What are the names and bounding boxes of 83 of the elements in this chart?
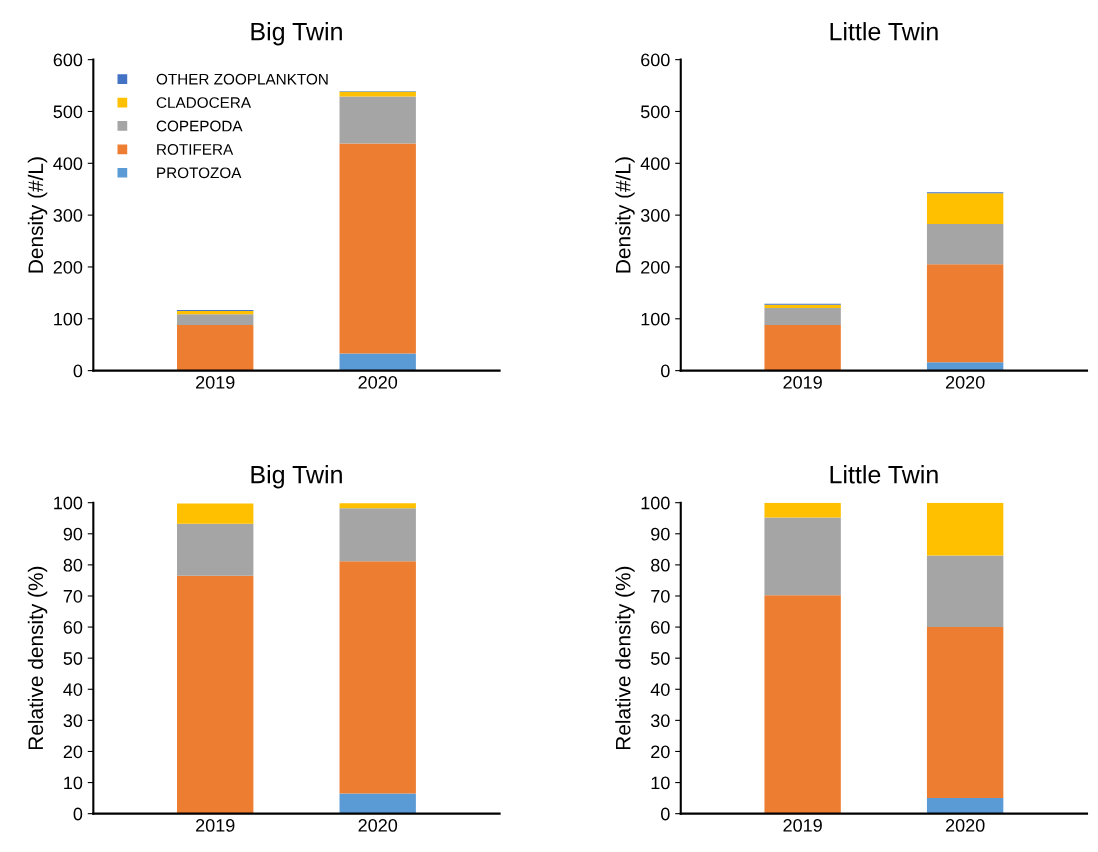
bar bbox=[764, 307, 841, 326]
y-tick-label: 100 bbox=[641, 496, 670, 510]
x-tick-label: 2020 bbox=[358, 819, 398, 832]
y-tick-label: 50 bbox=[63, 652, 83, 665]
y-tick-label: 60 bbox=[63, 621, 83, 634]
bar bbox=[926, 798, 1004, 814]
y-tick-label: 0 bbox=[73, 364, 83, 378]
y-tick-label: 300 bbox=[53, 209, 83, 222]
y-tick-label: 20 bbox=[651, 745, 670, 759]
bar bbox=[764, 325, 841, 371]
bar bbox=[926, 362, 1004, 371]
y-tick-label: 80 bbox=[651, 558, 670, 572]
x-tick-label: 2020 bbox=[945, 375, 985, 389]
y-axis-title: Relative density (%) bbox=[615, 566, 635, 750]
legend-label: PROTOZOA bbox=[157, 167, 242, 179]
y-tick-label: 100 bbox=[54, 496, 83, 510]
x-tick-label: 2019 bbox=[196, 819, 235, 832]
y-tick-label: 70 bbox=[63, 589, 83, 603]
y-tick-label: 100 bbox=[54, 312, 83, 326]
x-tick-label: 2019 bbox=[783, 375, 822, 389]
bar bbox=[926, 502, 1004, 556]
y-tick-label: 600 bbox=[53, 53, 83, 67]
chart-title: Little Twin bbox=[830, 465, 938, 484]
y-tick-label: 80 bbox=[63, 558, 83, 572]
y-tick-label: 500 bbox=[640, 105, 670, 119]
bar bbox=[764, 595, 841, 814]
y-tick-label: 10 bbox=[64, 776, 83, 790]
y-tick-label: 10 bbox=[651, 776, 670, 790]
bar bbox=[339, 96, 416, 144]
legend-label: CLADOCERA bbox=[156, 97, 252, 109]
bar bbox=[339, 508, 416, 562]
chart-title: Big Twin bbox=[251, 22, 342, 46]
y-tick-label: 400 bbox=[53, 157, 83, 171]
bar bbox=[926, 264, 1004, 363]
y-tick-label: 90 bbox=[651, 527, 670, 541]
bar bbox=[926, 555, 1004, 628]
y-tick-label: 30 bbox=[650, 714, 670, 728]
bar bbox=[926, 223, 1004, 265]
bar bbox=[177, 311, 254, 315]
bar bbox=[764, 502, 841, 518]
legend-label: COPEPODA bbox=[156, 120, 243, 132]
y-tick-label: 50 bbox=[650, 652, 670, 665]
bar bbox=[177, 575, 254, 814]
bar bbox=[339, 353, 416, 371]
bar bbox=[926, 193, 1004, 224]
y-tick-label: 200 bbox=[53, 260, 83, 274]
y-tick-label: 20 bbox=[63, 745, 83, 759]
x-tick-label: 2019 bbox=[196, 375, 235, 389]
y-tick-label: 600 bbox=[641, 53, 670, 67]
y-tick-label: 100 bbox=[641, 312, 670, 326]
bar bbox=[177, 325, 254, 371]
y-axis-title: Relative density (%) bbox=[27, 566, 48, 750]
legend-label: OTHER ZOOPLANKTON bbox=[156, 73, 328, 85]
bar bbox=[177, 523, 254, 576]
y-tick-label: 0 bbox=[661, 807, 670, 821]
y-tick-label: 200 bbox=[641, 260, 670, 274]
y-tick-label: 500 bbox=[53, 105, 83, 119]
y-axis-title: Density (#/L) bbox=[615, 157, 635, 273]
y-tick-label: 400 bbox=[640, 157, 670, 171]
x-tick-label: 2020 bbox=[358, 375, 398, 389]
bar bbox=[926, 627, 1004, 799]
y-tick-label: 40 bbox=[650, 683, 670, 696]
y-tick-label: 90 bbox=[63, 527, 83, 541]
y-tick-label: 60 bbox=[651, 621, 670, 634]
bar bbox=[339, 503, 416, 509]
bar bbox=[177, 314, 254, 326]
x-tick-label: 2019 bbox=[783, 819, 822, 832]
chart-title: Little Twin bbox=[830, 22, 938, 41]
bar bbox=[339, 143, 416, 354]
chart-title: Big Twin bbox=[251, 465, 342, 489]
y-tick-label: 70 bbox=[651, 589, 670, 603]
y-tick-label: 0 bbox=[73, 807, 83, 821]
legend-label: ROTIFERA bbox=[157, 144, 234, 155]
y-tick-label: 40 bbox=[63, 683, 83, 696]
y-tick-label: 300 bbox=[640, 209, 670, 222]
bar bbox=[177, 503, 254, 524]
bar bbox=[339, 561, 416, 794]
bar bbox=[339, 793, 416, 814]
bar bbox=[764, 517, 841, 596]
y-tick-label: 0 bbox=[661, 364, 670, 378]
y-axis-title: Density (#/L) bbox=[27, 157, 48, 273]
y-tick-label: 30 bbox=[63, 714, 83, 728]
x-tick-label: 2020 bbox=[945, 819, 985, 832]
